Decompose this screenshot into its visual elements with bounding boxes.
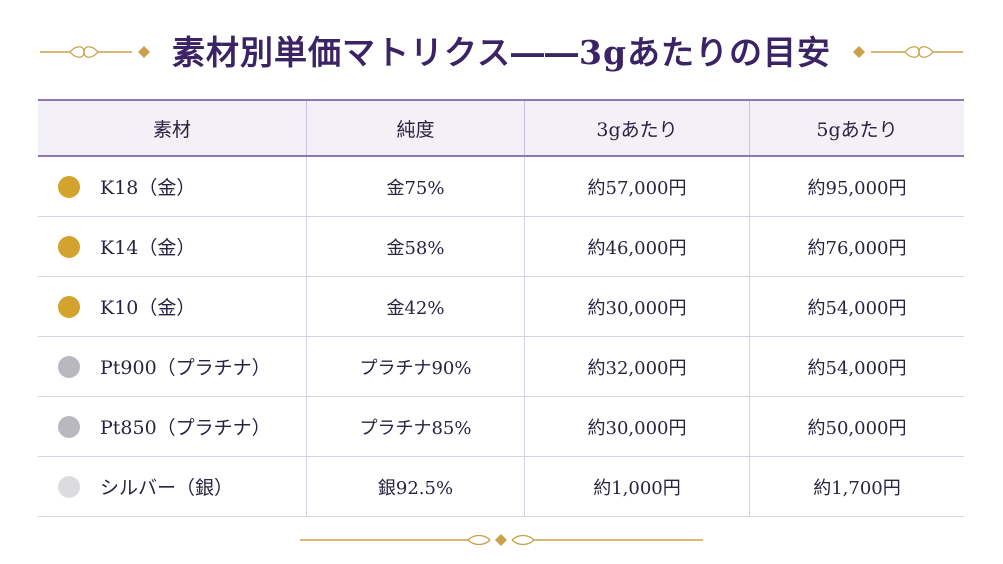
purity-cell: 金58% (307, 217, 525, 276)
price-3g-cell: 約30,000円 (525, 397, 750, 456)
price-5g-cell: 約54,000円 (807, 297, 907, 319)
silver-dot-icon (58, 475, 80, 498)
purity-cell: 金75% (307, 157, 525, 216)
platinum-dot-icon (58, 355, 80, 378)
gold-dot-icon (58, 175, 80, 198)
price-5g-cell: 約1,700円 (813, 477, 901, 499)
purity-cell: 銀92.5% (307, 457, 525, 516)
platinum-dot-icon (58, 415, 80, 438)
material-label: Pt850（プラチナ） (100, 417, 271, 439)
title-row: 素材別単価マトリクス――3gあたりの目安 (0, 18, 1003, 80)
ornament-left-icon (40, 46, 150, 58)
material-cell: K18（金） (38, 157, 307, 216)
header-price-5g: 5gあたり (816, 118, 898, 141)
table-row: Pt900（プラチナ） プラチナ90% 約32,000円 約54,000円 (38, 337, 964, 397)
ornament-bottom-icon (300, 534, 703, 546)
material-cell: K10（金） (38, 277, 307, 336)
table-row: シルバー（銀） 銀92.5% 約1,000円 約1,700円 (38, 457, 964, 517)
price-5g-cell: 約50,000円 (807, 417, 907, 439)
material-label: K18（金） (100, 177, 196, 199)
purity-cell: プラチナ90% (307, 337, 525, 396)
material-cell: Pt900（プラチナ） (38, 337, 307, 396)
table-row: Pt850（プラチナ） プラチナ85% 約30,000円 約50,000円 (38, 397, 964, 457)
price-3g-cell: 約32,000円 (525, 337, 750, 396)
material-label: K10（金） (100, 297, 196, 319)
header-material: 素材 (38, 101, 307, 155)
table-row: K18（金） 金75% 約57,000円 約95,000円 (38, 157, 964, 217)
price-5g-cell: 約95,000円 (807, 177, 907, 199)
table-row: K14（金） 金58% 約46,000円 約76,000円 (38, 217, 964, 277)
page-title: 素材別単価マトリクス――3gあたりの目安 (171, 33, 832, 72)
gold-dot-icon (58, 235, 80, 258)
price-3g-cell: 約57,000円 (525, 157, 750, 216)
price-table: 素材 純度 3gあたり 5gあたり K18（金） 金75% 約57,000円 約… (38, 99, 964, 517)
material-cell: Pt850（プラチナ） (38, 397, 307, 456)
price-5g-cell: 約76,000円 (807, 237, 907, 259)
purity-cell: 金42% (307, 277, 525, 336)
price-3g-cell: 約1,000円 (525, 457, 750, 516)
material-label: K14（金） (100, 237, 196, 259)
material-label: シルバー（銀） (100, 477, 234, 499)
price-5g-cell: 約54,000円 (807, 357, 907, 379)
material-cell: シルバー（銀） (38, 457, 307, 516)
ornament-right-icon (853, 46, 963, 58)
header-price-3g: 3gあたり (525, 101, 750, 155)
material-cell: K14（金） (38, 217, 307, 276)
purity-cell: プラチナ85% (307, 397, 525, 456)
price-3g-cell: 約30,000円 (525, 277, 750, 336)
gold-dot-icon (58, 295, 80, 318)
header-purity: 純度 (307, 101, 525, 155)
material-label: Pt900（プラチナ） (100, 357, 271, 379)
table-row: K10（金） 金42% 約30,000円 約54,000円 (38, 277, 964, 337)
table-header: 素材 純度 3gあたり 5gあたり (38, 99, 964, 157)
price-3g-cell: 約46,000円 (525, 217, 750, 276)
